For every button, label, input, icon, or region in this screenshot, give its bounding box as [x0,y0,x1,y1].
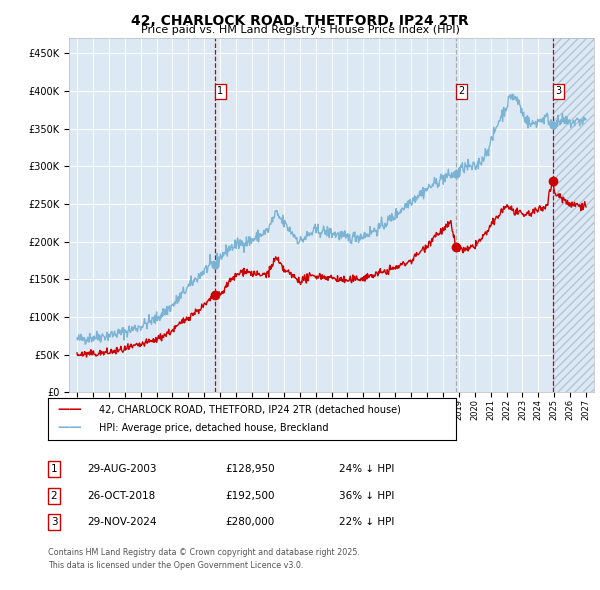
Text: This data is licensed under the Open Government Licence v3.0.: This data is licensed under the Open Gov… [48,560,304,569]
Text: ——: —— [57,421,82,434]
Text: 29-NOV-2024: 29-NOV-2024 [87,517,157,527]
Text: 1: 1 [50,464,58,474]
Text: Price paid vs. HM Land Registry's House Price Index (HPI): Price paid vs. HM Land Registry's House … [140,25,460,35]
Text: ——: —— [57,404,82,417]
Text: £280,000: £280,000 [225,517,274,527]
Text: 36% ↓ HPI: 36% ↓ HPI [339,491,394,500]
Text: 26-OCT-2018: 26-OCT-2018 [87,491,155,500]
Text: HPI: Average price, detached house, Breckland: HPI: Average price, detached house, Brec… [99,423,329,433]
Text: £128,950: £128,950 [225,464,275,474]
Text: 3: 3 [50,517,58,527]
Text: 3: 3 [555,86,562,96]
Text: 1: 1 [217,86,223,96]
Text: 42, CHARLOCK ROAD, THETFORD, IP24 2TR: 42, CHARLOCK ROAD, THETFORD, IP24 2TR [131,14,469,28]
Text: 42, CHARLOCK ROAD, THETFORD, IP24 2TR (detached house): 42, CHARLOCK ROAD, THETFORD, IP24 2TR (d… [99,405,401,415]
Text: 22% ↓ HPI: 22% ↓ HPI [339,517,394,527]
Text: 24% ↓ HPI: 24% ↓ HPI [339,464,394,474]
Text: £192,500: £192,500 [225,491,275,500]
Text: 2: 2 [458,86,464,96]
Text: 2: 2 [50,491,58,500]
Text: 29-AUG-2003: 29-AUG-2003 [87,464,157,474]
Bar [553,38,594,392]
Text: Contains HM Land Registry data © Crown copyright and database right 2025.: Contains HM Land Registry data © Crown c… [48,548,360,556]
